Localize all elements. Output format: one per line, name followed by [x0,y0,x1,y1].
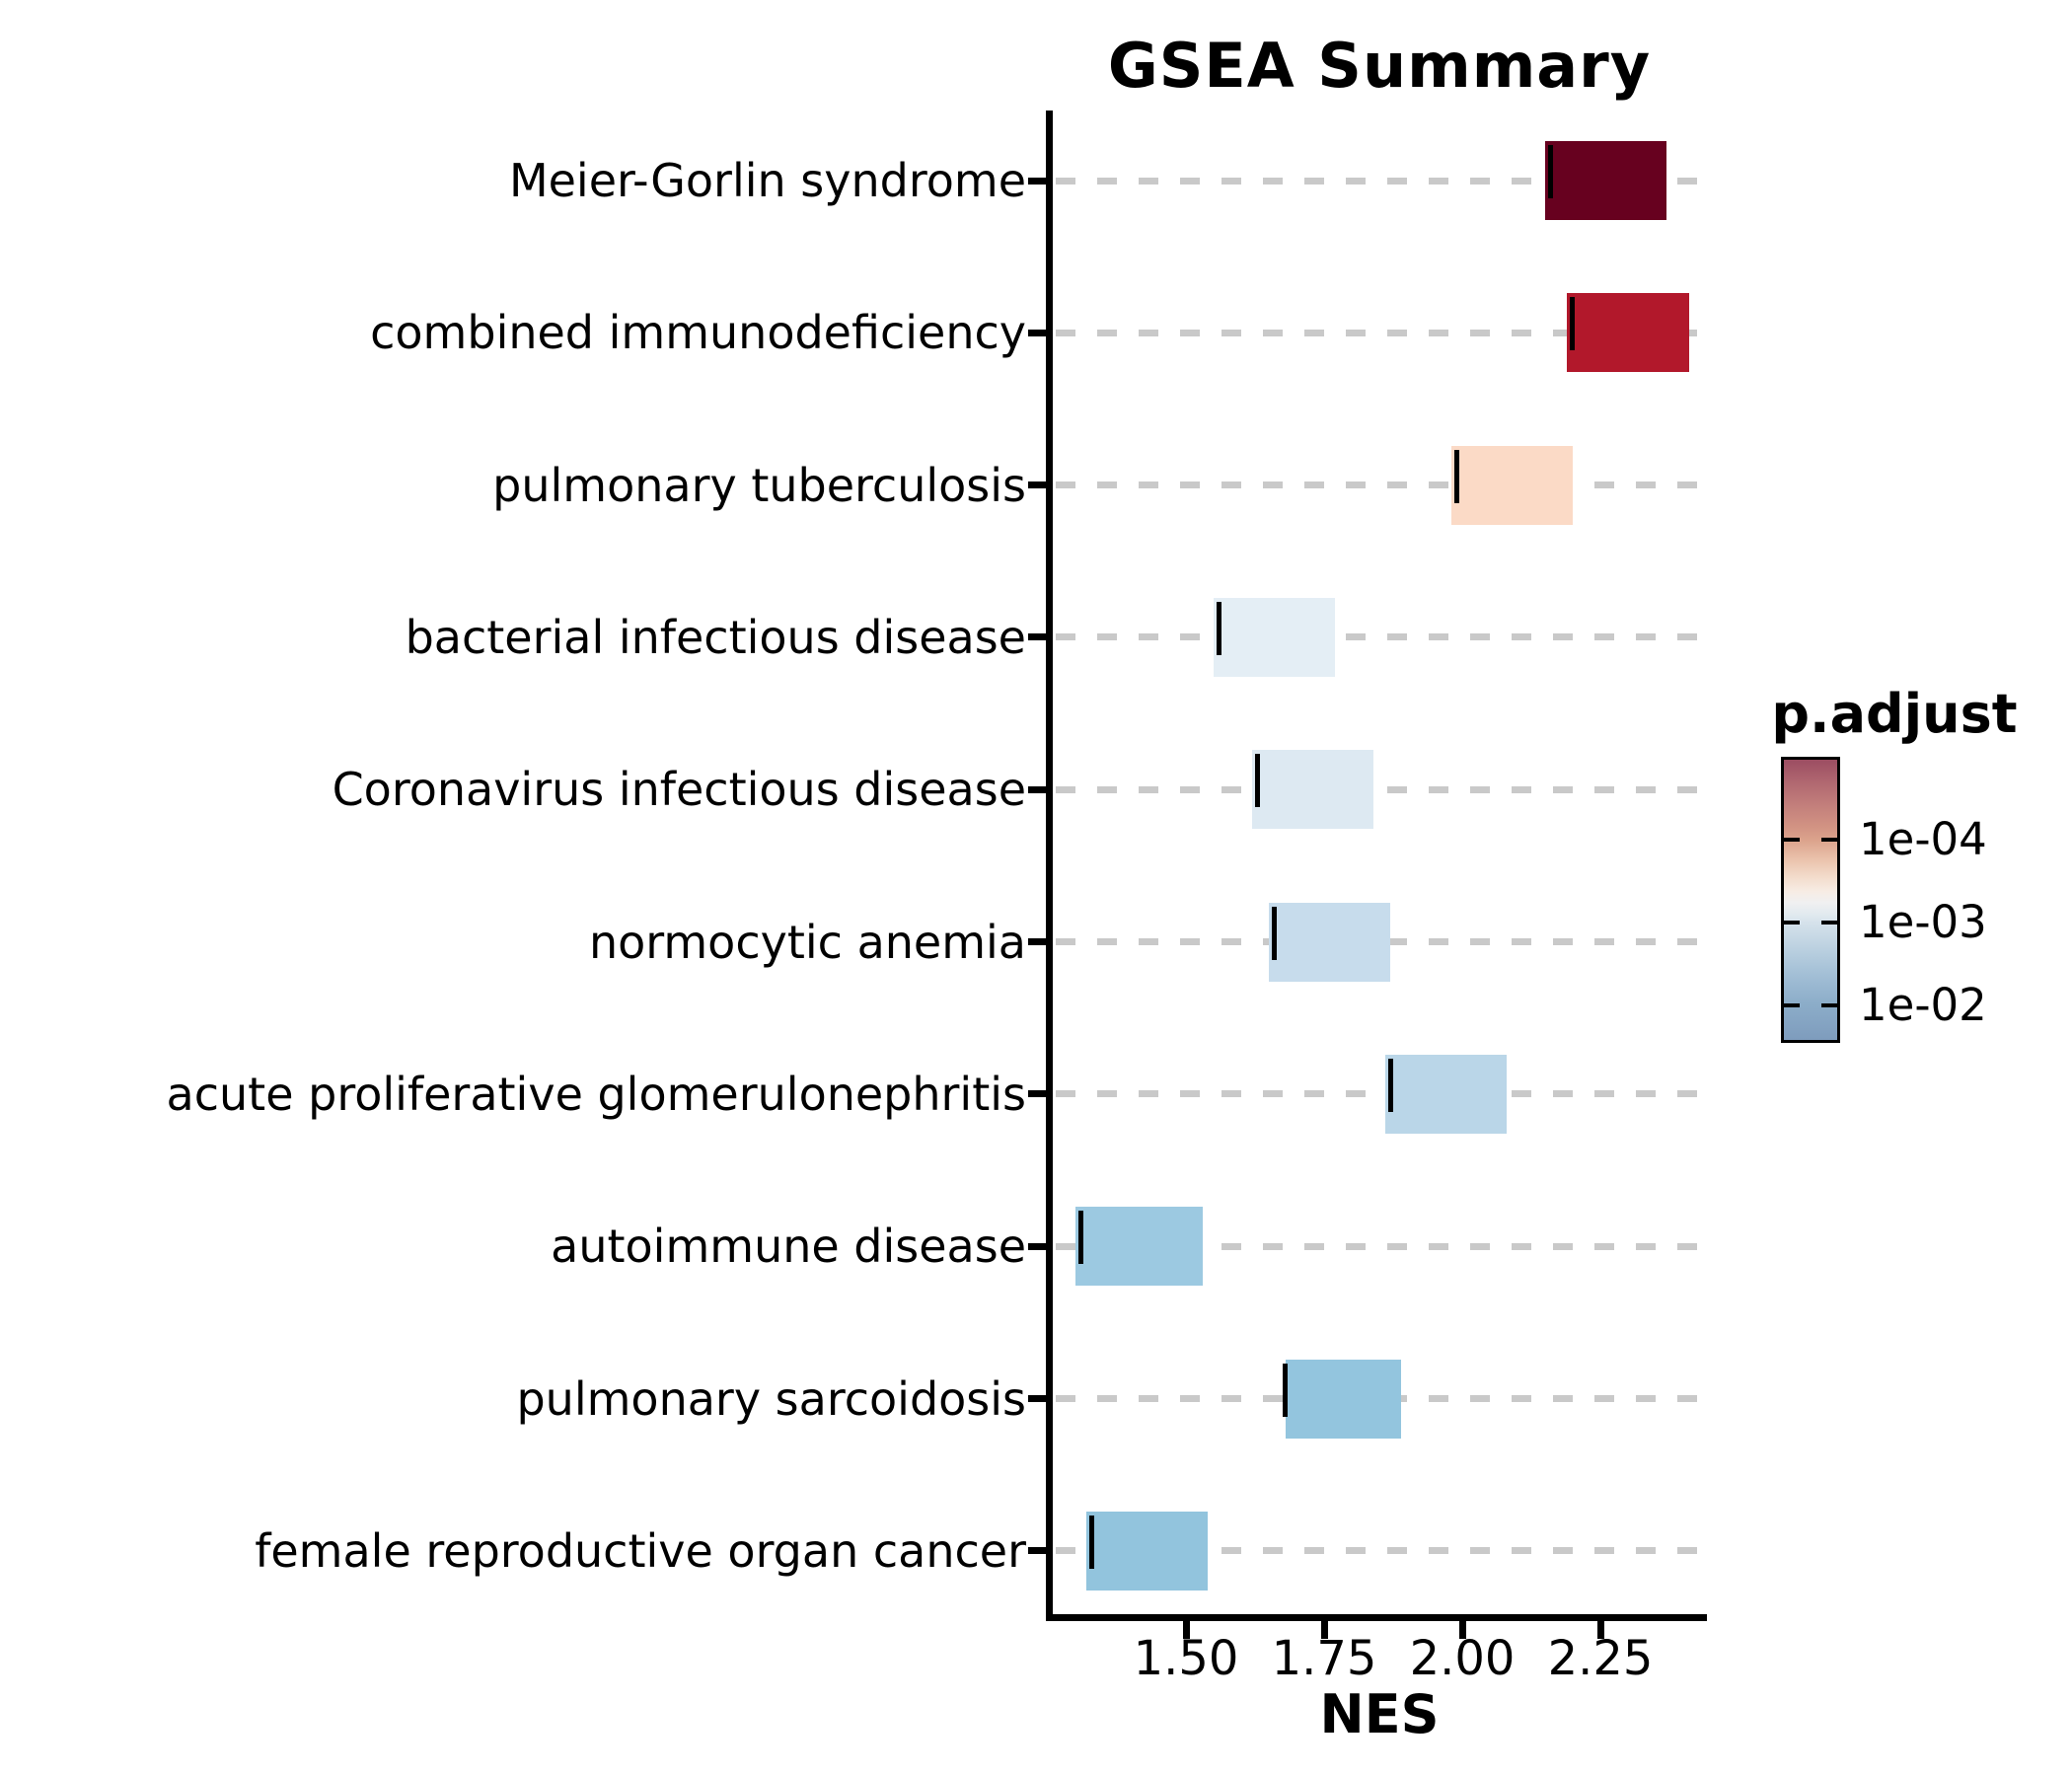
grid-line [1056,481,1707,489]
x-tick [1182,1621,1190,1639]
y-tick [1028,1090,1049,1098]
category-label: acute proliferative glomerulonephritis [166,1067,1026,1121]
plot-panel [1046,111,1707,1621]
y-tick [1028,481,1049,489]
x-axis-title: NES [1319,1683,1440,1745]
median-line [1217,601,1222,655]
grid-line [1056,1547,1707,1555]
legend-tick [1821,921,1837,925]
median-line [1255,754,1261,808]
grid-line [1056,177,1707,185]
median-line [1078,1211,1084,1265]
median-line [1548,145,1554,198]
legend-tick [1784,921,1800,925]
category-label: bacterial infectious disease [405,610,1026,664]
y-tick [1028,1395,1049,1403]
median-line [1089,1515,1095,1569]
y-tick [1028,1547,1049,1555]
category-label: Meier-Gorlin syndrome [508,154,1026,207]
nes-bar [1214,597,1336,677]
median-line [1387,1058,1393,1112]
category-label: combined immunodeficiency [370,306,1026,360]
y-tick [1028,1242,1049,1250]
median-line [1283,1363,1289,1417]
legend-tick-label: 1e-02 [1859,979,1987,1032]
nes-bar [1269,902,1391,982]
median-line [1272,906,1278,960]
nes-bar [1252,750,1374,830]
grid-line [1056,1090,1707,1098]
x-tick [1596,1621,1604,1639]
x-tick [1458,1621,1466,1639]
y-tick [1028,329,1049,336]
legend-tick-label: 1e-03 [1859,896,1987,949]
x-tick-label: 2.25 [1547,1631,1654,1686]
category-label: Coronavirus infectious disease [332,763,1026,817]
y-tick [1028,177,1049,185]
x-tick-label: 2.00 [1409,1631,1516,1686]
category-label: normocytic anemia [588,915,1026,969]
x-tick [1320,1621,1328,1639]
nes-bar [1086,1511,1209,1591]
chart-title: GSEA Summary [1107,30,1652,102]
category-label: autoimmune disease [551,1220,1026,1274]
nes-bar [1075,1207,1203,1287]
grid-line [1056,633,1707,641]
median-line [1453,449,1459,503]
nes-bar [1567,293,1689,373]
nes-bar [1384,1054,1507,1134]
grid-line [1056,1242,1707,1250]
legend-tick [1821,838,1837,843]
y-tick [1028,938,1049,946]
category-label: pulmonary sarcoidosis [516,1371,1026,1426]
nes-bar [1450,445,1573,525]
grid-line [1056,785,1707,793]
grid-line [1056,329,1707,336]
x-tick-label: 1.50 [1133,1631,1239,1686]
legend-title: p.adjust [1771,683,2018,745]
legend-tick [1784,1003,1800,1008]
median-line [1570,297,1576,351]
legend-tick [1784,838,1800,843]
nes-bar [1283,1359,1402,1439]
legend-tick-label: 1e-04 [1859,813,1987,866]
x-tick-label: 1.75 [1271,1631,1377,1686]
category-label: pulmonary tuberculosis [492,458,1026,512]
legend-tick [1821,1003,1837,1008]
y-tick [1028,785,1049,793]
y-tick [1028,633,1049,641]
category-label: female reproductive organ cancer [255,1523,1026,1578]
nes-bar [1545,141,1667,220]
legend-colorbar [1781,757,1840,1043]
